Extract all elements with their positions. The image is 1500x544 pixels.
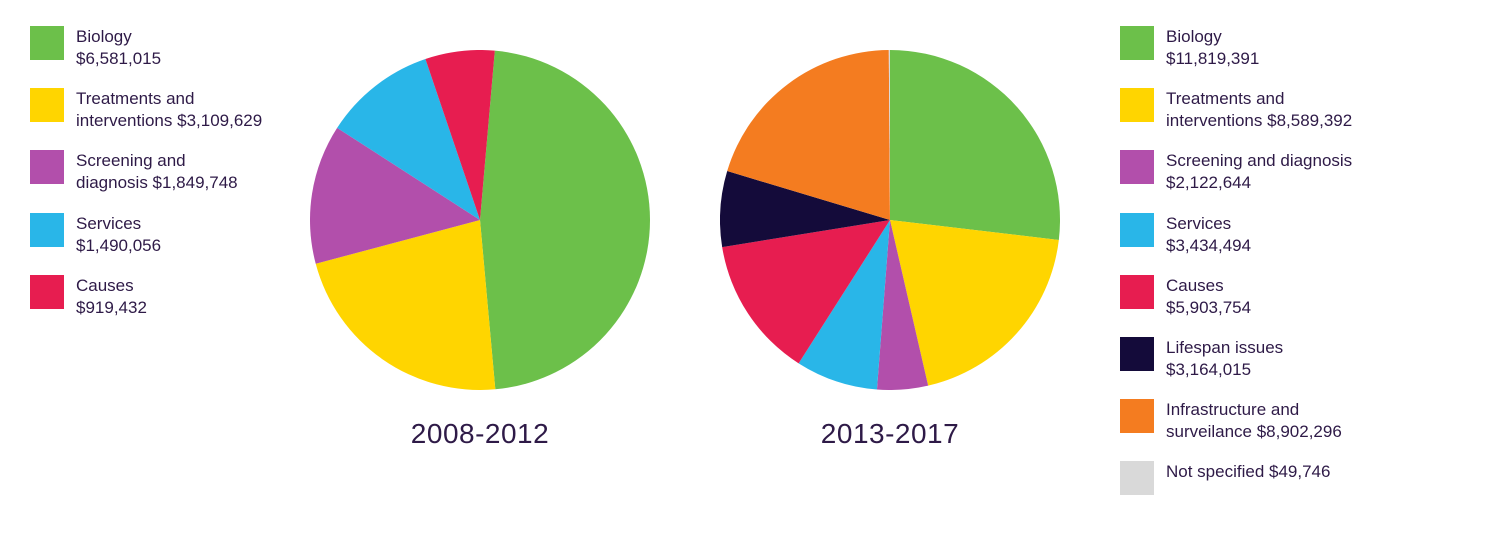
legend-swatch bbox=[1120, 461, 1154, 495]
legend-item: Infrastructure and surveilance $8,902,29… bbox=[1120, 399, 1400, 443]
legend-label: Screening and diagnosis $1,849,748 bbox=[76, 150, 238, 194]
legend-label: Biology $11,819,391 bbox=[1166, 26, 1259, 70]
chart-container: Biology $6,581,015 Treatments and interve… bbox=[30, 20, 1470, 524]
legend-item: Not specified $49,746 bbox=[1120, 461, 1400, 495]
legend-swatch bbox=[30, 213, 64, 247]
legend-label: Biology $6,581,015 bbox=[76, 26, 161, 70]
pie-left-title: 2008-2012 bbox=[411, 418, 549, 450]
legend-swatch bbox=[1120, 275, 1154, 309]
legend-item: Treatments and interventions $3,109,629 bbox=[30, 88, 270, 132]
legend-item: Screening and diagnosis $1,849,748 bbox=[30, 150, 270, 194]
legend-swatch bbox=[30, 150, 64, 184]
legend-item: Biology $6,581,015 bbox=[30, 26, 270, 70]
pie-slice bbox=[480, 51, 650, 390]
pie-chart-left: 2008-2012 bbox=[310, 50, 650, 450]
legend-item: Services $1,490,056 bbox=[30, 213, 270, 257]
legend-swatch bbox=[30, 26, 64, 60]
legend-label: Services $1,490,056 bbox=[76, 213, 161, 257]
legend-swatch bbox=[1120, 399, 1154, 433]
legend-swatch bbox=[30, 88, 64, 122]
pie-left-graphic bbox=[310, 50, 650, 390]
pie-chart-right: 2013-2017 bbox=[720, 50, 1060, 450]
legend-item: Services $3,434,494 bbox=[1120, 213, 1400, 257]
legend-item: Lifespan issues $3,164,015 bbox=[1120, 337, 1400, 381]
pie-right-title: 2013-2017 bbox=[821, 418, 959, 450]
legend-label: Services $3,434,494 bbox=[1166, 213, 1251, 257]
legend-swatch bbox=[1120, 337, 1154, 371]
legend-item: Treatments and interventions $8,589,392 bbox=[1120, 88, 1400, 132]
legend-item: Causes $5,903,754 bbox=[1120, 275, 1400, 319]
legend-swatch bbox=[1120, 150, 1154, 184]
pie-slice bbox=[890, 50, 1060, 240]
legend-label: Causes $919,432 bbox=[76, 275, 147, 319]
legend-swatch bbox=[1120, 88, 1154, 122]
legend-left: Biology $6,581,015 Treatments and interve… bbox=[30, 20, 270, 319]
legend-swatch bbox=[1120, 213, 1154, 247]
legend-item: Screening and diagnosis $2,122,644 bbox=[1120, 150, 1400, 194]
legend-swatch bbox=[30, 275, 64, 309]
legend-label: Causes $5,903,754 bbox=[1166, 275, 1251, 319]
legend-label: Treatments and interventions $8,589,392 bbox=[1166, 88, 1352, 132]
legend-label: Infrastructure and surveilance $8,902,29… bbox=[1166, 399, 1342, 443]
legend-label: Not specified $49,746 bbox=[1166, 461, 1330, 483]
pie-right-graphic bbox=[720, 50, 1060, 390]
legend-item: Causes $919,432 bbox=[30, 275, 270, 319]
legend-label: Lifespan issues $3,164,015 bbox=[1166, 337, 1283, 381]
legend-label: Treatments and interventions $3,109,629 bbox=[76, 88, 262, 132]
legend-label: Screening and diagnosis $2,122,644 bbox=[1166, 150, 1352, 194]
legend-item: Biology $11,819,391 bbox=[1120, 26, 1400, 70]
legend-swatch bbox=[1120, 26, 1154, 60]
legend-right: Biology $11,819,391 Treatments and interv… bbox=[1120, 20, 1400, 495]
